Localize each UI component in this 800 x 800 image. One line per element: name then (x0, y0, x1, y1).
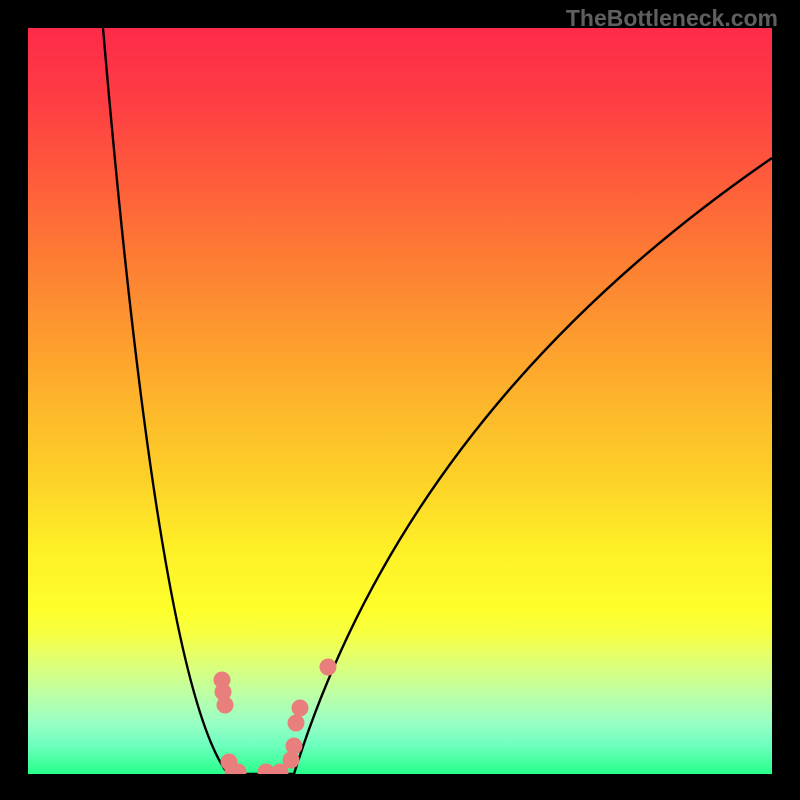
plot-svg (28, 28, 772, 774)
marker-dot (217, 697, 234, 714)
marker-dot (292, 700, 309, 717)
gradient-bg (28, 28, 772, 774)
marker-dot (286, 738, 303, 755)
marker-dot (288, 715, 305, 732)
plot-area (28, 28, 772, 774)
marker-dot (283, 752, 300, 769)
chart-frame: TheBottleneck.com (0, 0, 800, 800)
marker-dot (320, 659, 337, 676)
